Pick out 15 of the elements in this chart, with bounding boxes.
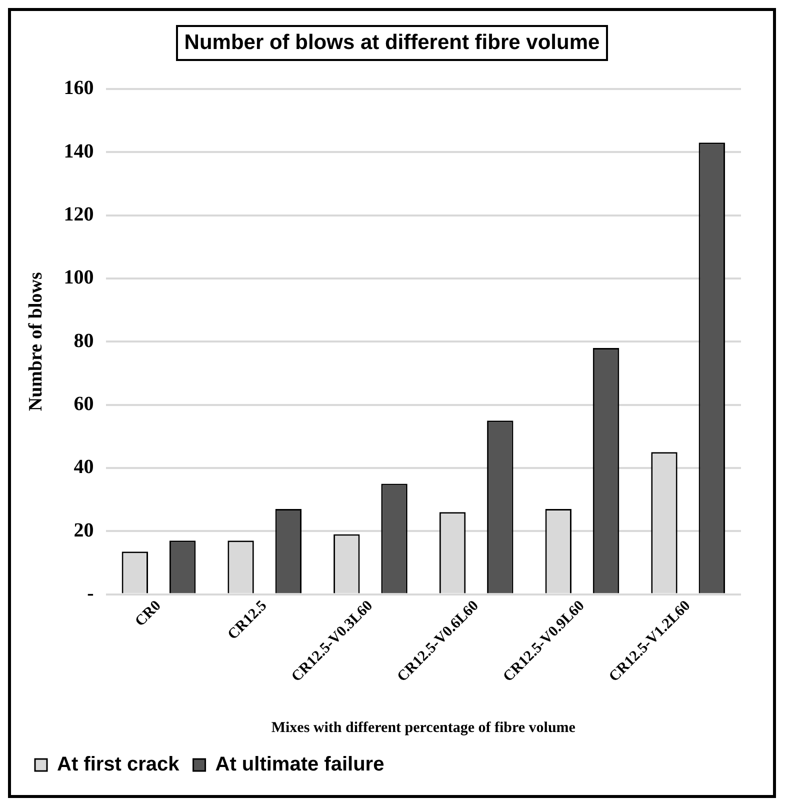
chart-title: Number of blows at different fibre volume xyxy=(176,25,608,61)
legend-label: At ultimate failure xyxy=(215,754,384,776)
y-axis-title: Numbre of blows xyxy=(25,272,46,412)
y-tick-label: 140 xyxy=(64,140,94,162)
y-tick-label: 80 xyxy=(74,330,94,352)
y-tick-label: 20 xyxy=(74,519,94,542)
legend-label: At first crack xyxy=(57,754,180,776)
x-axis-title: Mixes with different percentage of fibre volume xyxy=(271,720,576,736)
y-tick-label: 100 xyxy=(64,266,94,289)
y-tick-label: 40 xyxy=(74,456,94,478)
y-tick-label: 160 xyxy=(64,77,94,100)
y-tick-label: 120 xyxy=(64,203,94,226)
y-tick-label: - xyxy=(87,582,94,604)
x-tick-label: CR0 xyxy=(132,598,164,630)
y-tick-label: 60 xyxy=(74,392,94,415)
